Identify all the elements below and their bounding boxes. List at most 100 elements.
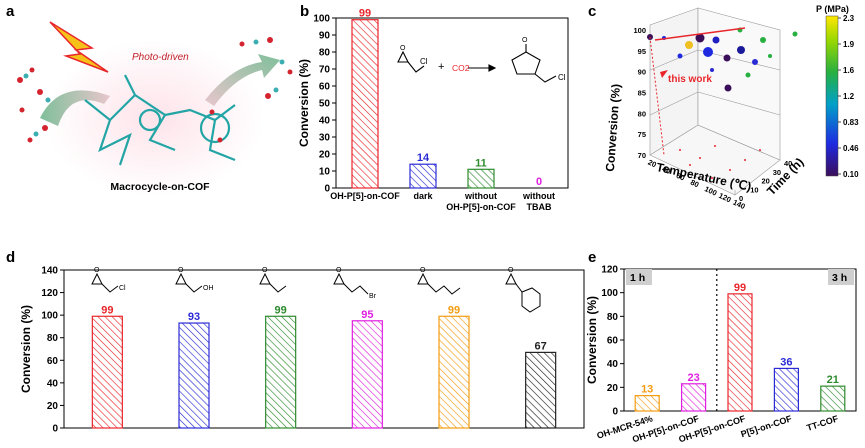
data-label: 21 (827, 374, 839, 386)
bubble (703, 47, 713, 57)
category-label: dark (413, 191, 433, 201)
svg-text:Cl: Cl (558, 73, 566, 82)
category-label: without (522, 191, 555, 201)
y-tick-label: 60 (47, 356, 59, 367)
category-label: OH-P[5]-on-COF (330, 191, 400, 201)
c-x-tick-label: 40 (661, 164, 672, 176)
bubble (745, 72, 751, 78)
bubble (760, 37, 766, 43)
c-x-tick-label: 20 (646, 158, 657, 170)
substrate-styrene-oxide-icon (505, 272, 541, 313)
bar (727, 293, 753, 412)
data-label: 99 (448, 304, 460, 316)
y-tick-label: 80 (319, 48, 331, 59)
y-tick-label: 0 (612, 407, 618, 418)
time-label-right: 3 h (832, 272, 847, 284)
y-tick-label: 40 (47, 378, 59, 389)
data-label: 67 (535, 340, 547, 352)
panel-letter-e: e (588, 249, 596, 266)
svg-text:O: O (262, 267, 268, 274)
colorbar-tick-label: 1.2 (843, 92, 855, 101)
caption-photo-driven: Photo-driven (132, 52, 189, 63)
y-tick-label: 60 (319, 82, 331, 93)
category-label: TT-COF (805, 413, 839, 433)
bar (680, 383, 707, 412)
svg-text:O: O (178, 267, 184, 274)
caption-macrocycle: Macrocycle-on-COF (110, 181, 210, 193)
data-label: 93 (188, 311, 200, 323)
y-tick-label: 10 (319, 167, 331, 178)
c-y-tick-label: 80 (638, 109, 646, 118)
chart-b: 0 10 20 30 40 50 60 70 80 90 100 Conversion (%) 99 OH… (297, 8, 569, 212)
bubble (677, 53, 683, 59)
colorbar-tick-label: 1.6 (843, 66, 855, 75)
category-label: without (464, 191, 497, 201)
svg-text:O: O (522, 37, 528, 44)
svg-text:OH: OH (203, 285, 214, 292)
colorbar-title: P (MPa) (816, 4, 849, 14)
c-z-tick-label: 0 (739, 194, 743, 203)
y-tick-label: 140 (41, 266, 58, 277)
y-tick-label: 100 (601, 288, 618, 299)
plus-sign: + (438, 61, 444, 73)
colorbar-tick-label: 0.10 (843, 170, 859, 179)
bar (178, 322, 210, 429)
reaction-scheme (397, 44, 557, 83)
glow-background (45, 40, 265, 196)
time-tag-right (828, 269, 854, 285)
y-axis-label: Conversion (%) (297, 59, 311, 147)
colorbar-tick-label: 0.46 (843, 144, 859, 153)
bar (438, 315, 470, 429)
bubble (768, 54, 772, 58)
panel-letter-d: d (6, 249, 15, 266)
y-tick-label: 60 (607, 336, 619, 347)
svg-text:O: O (420, 267, 426, 274)
panel-b: b 0 10 20 30 40 50 60 70 80 90 100 Conversion (%) 99… (297, 3, 569, 212)
bubble (752, 59, 758, 65)
lightning-icon (49, 21, 109, 73)
right-arrow-icon (205, 54, 280, 106)
bubble (724, 84, 732, 92)
y-tick-label: 80 (607, 312, 619, 323)
c-z-tick-label: 20 (762, 177, 770, 186)
y-tick-label: 100 (41, 311, 58, 322)
bar (773, 367, 800, 412)
cof-framework-icon (84, 74, 236, 166)
y-tick-label: 20 (607, 383, 619, 394)
category-label: OH-P[5]-on-COF (446, 202, 516, 212)
svg-text:Cl: Cl (119, 285, 126, 292)
colorbar (825, 15, 839, 177)
time-label-left: 1 h (630, 272, 645, 284)
bar (525, 351, 557, 429)
y-tick-label: 120 (41, 288, 58, 299)
c-x-tick-label: 80 (689, 178, 700, 190)
c-y-tick-label: 75 (638, 130, 646, 139)
c-y-tick-label: 70 (638, 151, 646, 160)
bubble (792, 31, 798, 37)
bubble (737, 46, 745, 54)
substrate-epichlorohydrin-icon (91, 272, 119, 293)
y-tick-label: 30 (319, 133, 331, 144)
y-tick-label: 80 (47, 333, 59, 344)
y-tick-label: 0 (324, 184, 330, 195)
y-tick-label: 0 (52, 424, 58, 435)
svg-text:O: O (336, 267, 342, 274)
left-arrow-icon (40, 90, 110, 126)
substrate-glycidol-icon (175, 272, 203, 293)
bar (351, 19, 379, 189)
bubble (723, 54, 731, 62)
colorbar-ticks: 2.3 1.9 1.6 1.2 0.83 0.46 0.10 (838, 14, 859, 179)
bar (91, 315, 123, 429)
panel-a: a Photo-driven Macrocycle-on-COF (6, 3, 293, 196)
data-label: 95 (361, 309, 373, 321)
c-x-tick-label: 60 (675, 171, 686, 183)
bubble (712, 36, 720, 44)
data-label: 23 (687, 372, 699, 384)
category-label: P[5]-on-COF (740, 413, 794, 439)
substrate-bromobutene-oxide-icon (333, 272, 369, 295)
time-tag-left (626, 269, 652, 285)
data-label: 11 (475, 157, 487, 169)
